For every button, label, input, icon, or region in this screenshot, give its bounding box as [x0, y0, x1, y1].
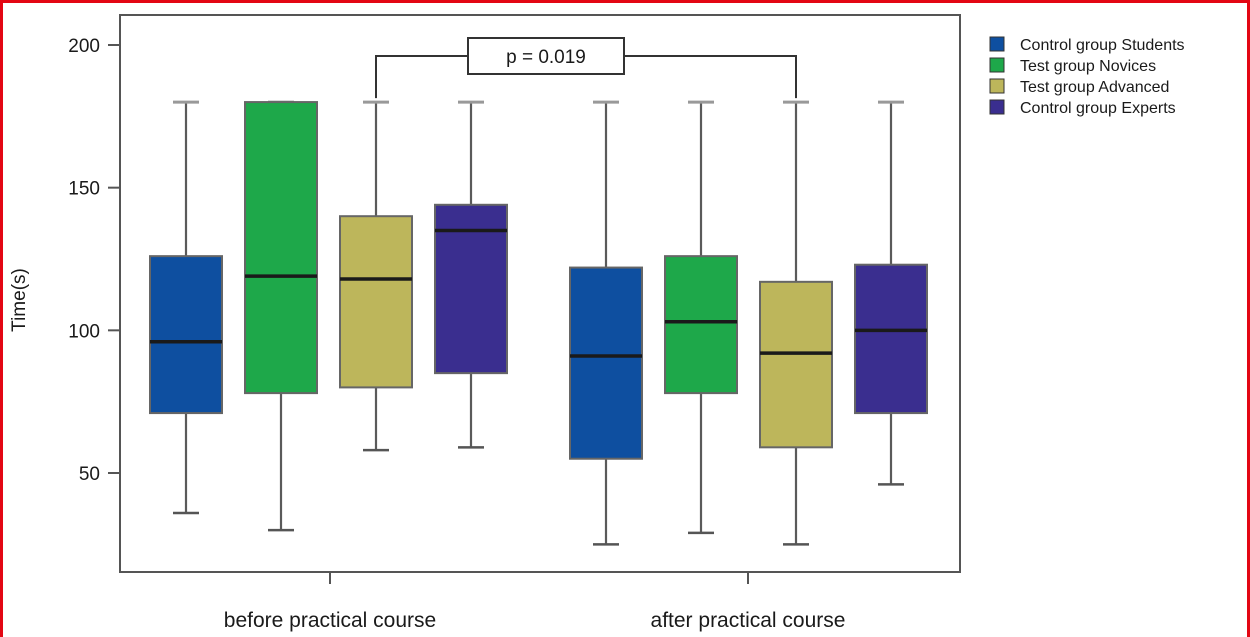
y-axis-title: Time(s) [9, 268, 30, 332]
legend-swatch [989, 36, 1005, 52]
box-group [434, 203, 508, 375]
y-tick-label: 150 [68, 179, 100, 200]
box-group [244, 101, 318, 395]
box-iqr [854, 263, 928, 415]
y-tick-label: 200 [68, 36, 100, 57]
box-iqr [244, 101, 318, 395]
x-category-label: after practical course [651, 609, 846, 632]
box-group [854, 263, 928, 415]
y-tick-label: 50 [79, 464, 100, 485]
box-group [149, 255, 223, 415]
p-value-box [467, 37, 625, 75]
box-group [339, 215, 413, 389]
legend-item: Test group Advanced [989, 78, 1169, 96]
box-iqr [759, 280, 833, 449]
legend-swatch [989, 78, 1005, 94]
legend-item: Test group Novices [989, 57, 1156, 75]
box-iqr [664, 255, 738, 395]
box-group [759, 280, 833, 449]
legend-swatch [989, 57, 1005, 73]
box-iqr [149, 255, 223, 415]
box-iqr [569, 266, 643, 460]
legend-item: Control group Experts [989, 99, 1176, 117]
significance-bracket: p = 0.019 [375, 37, 797, 99]
legend-label: Control group Students [1020, 37, 1185, 54]
legend-label: Control group Experts [1020, 100, 1176, 117]
legend-label: Test group Novices [1020, 58, 1156, 75]
box-group [569, 266, 643, 460]
box-group [664, 255, 738, 395]
y-tick-label: 100 [68, 321, 100, 342]
legend-item: Control group Students [989, 36, 1185, 54]
p-value-label: p = 0.019 [506, 47, 586, 68]
box-iqr [339, 215, 413, 389]
legend-label: Test group Advanced [1020, 79, 1169, 96]
x-category-label: before practical course [224, 609, 436, 632]
legend-swatch [989, 99, 1005, 115]
box-iqr [434, 203, 508, 375]
